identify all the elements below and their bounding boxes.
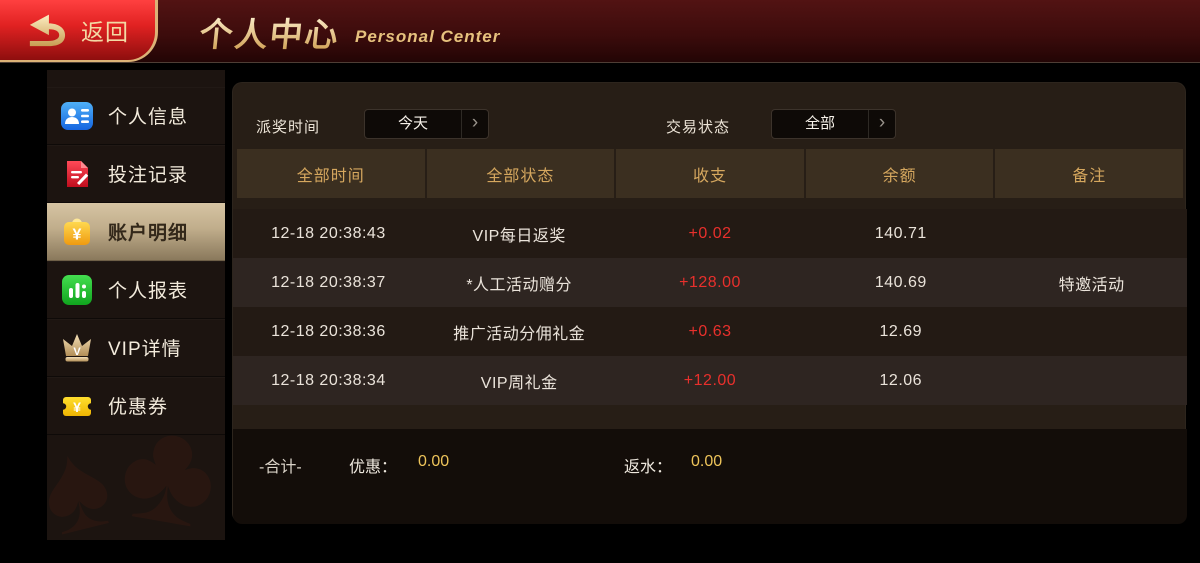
spade-decor-icon: ♠: [26, 412, 125, 563]
back-arrow-icon: [24, 12, 68, 48]
chevron-right-icon: ›: [868, 110, 895, 138]
cell-status: *人工活动赠分: [466, 276, 573, 294]
cell-remark: [996, 209, 1187, 258]
svg-text:¥: ¥: [73, 399, 81, 415]
coupon-ticket-icon: ¥: [59, 389, 95, 423]
column-header-remark: 备注: [995, 149, 1183, 198]
sidebar-item-label: 账户明细: [108, 223, 189, 244]
sidebar-item-label: 投注记录: [108, 165, 189, 186]
summary-footer: -合计- 优惠： 0.00 返水： 0.00: [233, 429, 1187, 524]
sidebar-item-personal-report[interactable]: 个人报表: [47, 261, 225, 319]
cell-time: 12-18 20:38:34: [271, 371, 386, 389]
bet-record-icon: [60, 157, 94, 191]
discount-label: 优惠：: [349, 459, 398, 476]
sidebar-item-coupons[interactable]: ¥ 优惠券: [47, 377, 225, 435]
cell-time: 12-18 20:38:43: [271, 224, 386, 242]
cell-remark: [996, 356, 1187, 405]
cell-time: 12-18 20:38:36: [271, 322, 386, 340]
column-header-balance: 余额: [805, 149, 994, 198]
cell-balance: 12.06: [879, 371, 923, 389]
transaction-status-dropdown[interactable]: 全部 ›: [771, 109, 896, 139]
chevron-right-icon: ›: [461, 110, 488, 138]
cell-status: VIP周礼金: [480, 374, 558, 392]
sidebar-menu: ♠ ♣ 个人信息: [26, 70, 231, 563]
total-label: -合计-: [259, 459, 302, 476]
prize-time-dropdown[interactable]: 今天 ›: [364, 109, 489, 139]
cell-balance: 140.71: [874, 224, 927, 242]
sidebar-item-label: VIP详情: [108, 339, 182, 360]
sidebar-item-label: 个人信息: [108, 107, 189, 128]
rebate-label: 返水：: [624, 459, 673, 476]
sidebar-item-label: 优惠券: [108, 397, 169, 418]
back-button-label: 返回: [81, 19, 129, 45]
table-row: 12-18 20:38:43 VIP每日返奖 +0.02 140.71: [233, 209, 1187, 258]
table-row: 12-18 20:38:36 推广活动分佣礼金 +0.63 12.69: [233, 307, 1187, 356]
transaction-status-dropdown-value: 全部: [804, 115, 835, 132]
back-button[interactable]: 返回: [0, 0, 158, 62]
wallet-icon: ¥: [60, 215, 94, 249]
cell-balance: 12.69: [879, 322, 923, 340]
sidebar-item-personal-info[interactable]: 个人信息: [47, 87, 225, 145]
cell-remark: [996, 307, 1187, 356]
sidebar-item-vip-detail[interactable]: V VIP详情: [47, 319, 225, 377]
sidebar-item-label: 个人报表: [108, 281, 189, 302]
column-header-status: 全部状态: [426, 149, 615, 198]
cell-amount: +12.00: [683, 371, 737, 389]
table-row: 12-18 20:38:34 VIP周礼金 +12.00 12.06: [233, 356, 1187, 405]
prize-time-filter-label: 派奖时间: [256, 119, 321, 136]
table-row: 12-18 20:38:37 *人工活动赠分 +128.00 140.69 特邀…: [233, 258, 1187, 307]
cell-amount: +128.00: [679, 273, 741, 291]
cell-amount: +0.02: [688, 224, 732, 242]
cell-status: 推广活动分佣礼金: [453, 325, 586, 343]
discount-value: 0.00: [418, 453, 450, 470]
page-title: 个人中心 Personal Center: [197, 0, 501, 63]
table-header-row: 全部时间 全部状态 收支 余额 备注: [237, 149, 1183, 198]
sidebar-item-bet-records[interactable]: 投注记录: [47, 145, 225, 203]
page-title-en: Personal Center: [355, 26, 501, 46]
header-bar: 个人中心 Personal Center 返回: [0, 0, 1200, 63]
svg-text:V: V: [73, 346, 81, 358]
transaction-status-filter-label: 交易状态: [666, 119, 731, 136]
page-title-cn: 个人中心: [197, 8, 342, 56]
cell-amount: +0.63: [688, 322, 732, 340]
column-header-time: 全部时间: [237, 149, 425, 198]
cell-remark: 特邀活动: [1058, 276, 1125, 294]
sidebar-item-account-detail[interactable]: ¥ 账户明细: [47, 203, 225, 261]
column-header-amount: 收支: [616, 149, 804, 198]
report-chart-icon: [60, 273, 94, 307]
rebate-value: 0.00: [691, 453, 723, 470]
cell-time: 12-18 20:38:37: [271, 273, 386, 291]
svg-text:¥: ¥: [73, 226, 82, 243]
account-detail-panel: 派奖时间 今天 › 交易状态 全部 › 全部时间 全部状态 收支 余额 备注 1…: [232, 82, 1187, 524]
cell-status: VIP每日返奖: [472, 227, 566, 245]
cell-balance: 140.69: [874, 273, 927, 291]
prize-time-dropdown-value: 今天: [397, 115, 428, 132]
crown-icon: V: [60, 331, 94, 365]
id-card-icon: [60, 99, 94, 133]
